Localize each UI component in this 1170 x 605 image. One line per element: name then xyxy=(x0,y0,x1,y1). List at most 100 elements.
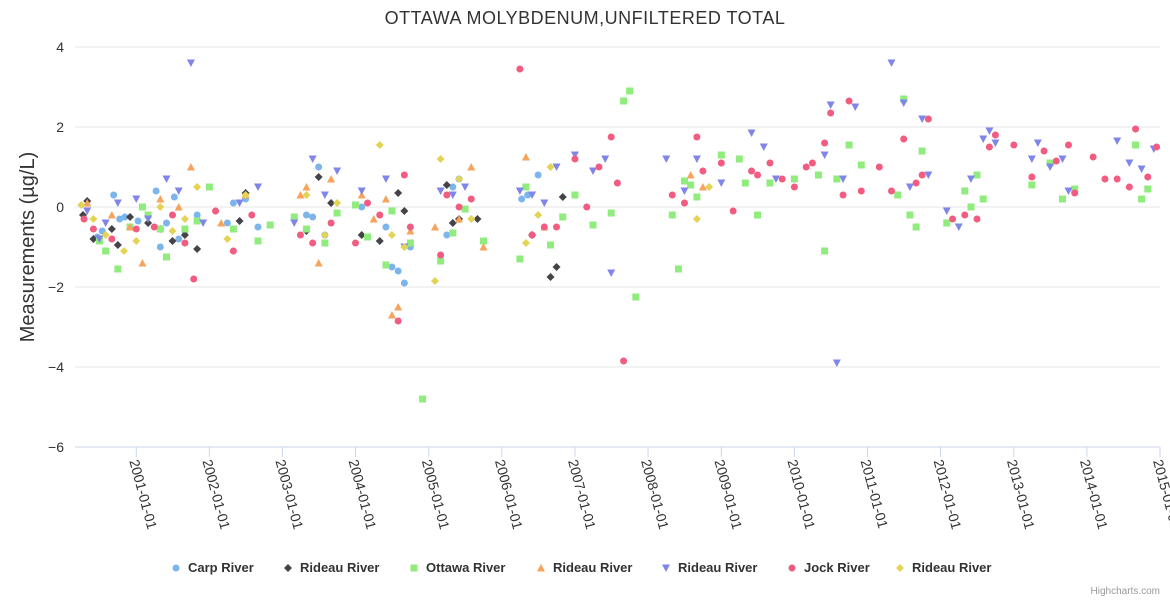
data-point[interactable] xyxy=(662,155,671,164)
data-point[interactable] xyxy=(193,183,202,191)
data-point[interactable] xyxy=(449,183,457,191)
data-point[interactable] xyxy=(144,215,153,224)
data-point[interactable] xyxy=(900,135,908,143)
data-point[interactable] xyxy=(1064,141,1072,149)
data-point[interactable] xyxy=(193,245,202,253)
legend-item[interactable]: Jock River xyxy=(788,560,870,575)
data-point[interactable] xyxy=(808,159,816,167)
data-point[interactable] xyxy=(821,247,829,255)
data-point[interactable] xyxy=(515,187,524,196)
legend-item[interactable]: Ottawa River xyxy=(410,560,506,575)
data-point[interactable] xyxy=(394,189,403,197)
data-point[interactable] xyxy=(534,171,542,179)
data-point[interactable] xyxy=(518,195,526,203)
data-point[interactable] xyxy=(1125,159,1134,168)
data-point[interactable] xyxy=(1144,185,1152,193)
data-point[interactable] xyxy=(357,187,366,196)
data-point[interactable] xyxy=(668,191,676,199)
data-point[interactable] xyxy=(583,203,591,211)
legend-marker[interactable] xyxy=(662,564,670,573)
data-point[interactable] xyxy=(693,193,701,201)
data-point[interactable] xyxy=(406,223,414,231)
data-point[interactable] xyxy=(314,259,323,267)
data-point[interactable] xyxy=(156,203,165,211)
data-point[interactable] xyxy=(802,163,810,171)
data-point[interactable] xyxy=(223,235,232,243)
data-point[interactable] xyxy=(528,231,536,239)
data-point[interactable] xyxy=(80,215,88,223)
data-point[interactable] xyxy=(717,179,726,188)
data-point[interactable] xyxy=(309,239,317,247)
data-point[interactable] xyxy=(473,215,482,223)
data-point[interactable] xyxy=(943,219,951,227)
data-point[interactable] xyxy=(138,259,147,267)
data-point[interactable] xyxy=(448,191,457,200)
credits-link[interactable]: Highcharts.com xyxy=(1091,586,1160,597)
data-point[interactable] xyxy=(973,215,981,223)
data-point[interactable] xyxy=(961,211,969,219)
data-point[interactable] xyxy=(546,163,555,171)
data-point[interactable] xyxy=(680,187,689,196)
data-point[interactable] xyxy=(126,213,135,221)
data-point[interactable] xyxy=(229,247,237,255)
data-point[interactable] xyxy=(437,251,445,259)
data-point[interactable] xyxy=(528,191,537,200)
data-point[interactable] xyxy=(89,225,97,233)
data-point[interactable] xyxy=(180,231,189,239)
data-point[interactable] xyxy=(967,203,975,211)
data-point[interactable] xyxy=(181,225,189,233)
data-point[interactable] xyxy=(169,211,177,219)
data-point[interactable] xyxy=(820,151,829,160)
data-point[interactable] xyxy=(1058,195,1066,203)
data-point[interactable] xyxy=(754,171,762,179)
data-point[interactable] xyxy=(680,199,688,207)
data-point[interactable] xyxy=(1113,137,1122,146)
data-point[interactable] xyxy=(302,191,311,199)
data-point[interactable] xyxy=(138,203,146,211)
legend-marker[interactable] xyxy=(896,564,904,572)
data-point[interactable] xyxy=(186,163,195,171)
data-point[interactable] xyxy=(588,167,597,176)
data-point[interactable] xyxy=(152,187,160,195)
data-point[interactable] xyxy=(851,103,860,112)
data-point[interactable] xyxy=(162,175,171,184)
data-point[interactable] xyxy=(991,139,1000,148)
data-point[interactable] xyxy=(534,211,543,219)
data-point[interactable] xyxy=(376,211,384,219)
data-point[interactable] xyxy=(364,199,372,207)
data-point[interactable] xyxy=(521,239,530,247)
data-point[interactable] xyxy=(437,257,445,265)
data-point[interactable] xyxy=(845,141,853,149)
data-point[interactable] xyxy=(302,211,310,219)
data-point[interactable] xyxy=(888,187,896,195)
data-point[interactable] xyxy=(1138,195,1146,203)
data-point[interactable] xyxy=(827,109,835,117)
data-point[interactable] xyxy=(108,235,116,243)
data-point[interactable] xyxy=(443,231,451,239)
data-point[interactable] xyxy=(266,221,274,229)
data-point[interactable] xyxy=(589,221,597,229)
legend-marker[interactable] xyxy=(537,564,545,572)
data-point[interactable] xyxy=(461,205,469,213)
data-point[interactable] xyxy=(375,141,384,149)
data-point[interactable] xyxy=(132,225,140,233)
data-point[interactable] xyxy=(595,163,603,171)
data-point[interactable] xyxy=(1033,139,1042,148)
legend-item[interactable]: Rideau River xyxy=(896,560,991,575)
data-point[interactable] xyxy=(1040,147,1048,155)
data-point[interactable] xyxy=(132,237,141,245)
data-point[interactable] xyxy=(559,213,567,221)
data-point[interactable] xyxy=(175,235,183,243)
data-point[interactable] xyxy=(436,187,445,196)
data-point[interactable] xyxy=(107,211,116,219)
data-point[interactable] xyxy=(89,215,98,223)
data-point[interactable] xyxy=(235,199,244,208)
data-point[interactable] xyxy=(748,167,756,175)
data-point[interactable] xyxy=(296,231,304,239)
data-point[interactable] xyxy=(388,207,396,215)
data-point[interactable] xyxy=(1101,175,1109,183)
data-point[interactable] xyxy=(400,279,408,287)
data-point[interactable] xyxy=(620,357,628,365)
data-point[interactable] xyxy=(717,159,725,167)
data-point[interactable] xyxy=(839,191,847,199)
